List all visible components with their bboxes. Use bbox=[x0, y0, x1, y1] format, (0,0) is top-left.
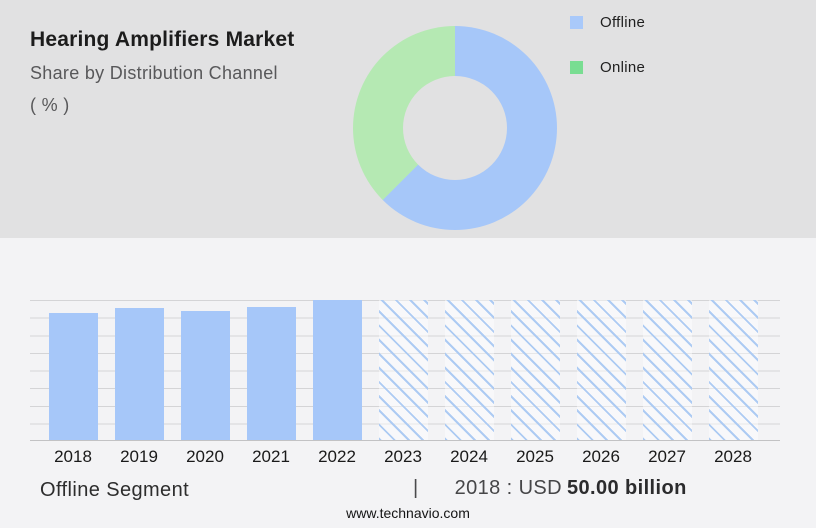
bar-2027-forecast bbox=[643, 300, 692, 440]
bar-2018 bbox=[49, 312, 98, 440]
bar-2026-forecast bbox=[577, 300, 626, 440]
offline-swatch-icon bbox=[570, 15, 583, 29]
x-label-2020: 2020 bbox=[186, 447, 224, 466]
bar-2019 bbox=[115, 308, 164, 440]
online-swatch-icon bbox=[570, 60, 583, 74]
bars-container bbox=[49, 300, 758, 440]
separator-bar: | bbox=[413, 477, 419, 499]
x-label-2018: 2018 bbox=[54, 447, 92, 466]
x-label-2024: 2024 bbox=[450, 447, 488, 466]
x-axis-labels: 2018 2019 2020 2021 2022 2023 2024 2025 2026 2027… bbox=[40, 447, 766, 467]
website-url: www.technavio.com bbox=[346, 505, 470, 521]
x-label-2026: 2026 bbox=[582, 447, 620, 466]
bar-chart-plot bbox=[30, 300, 780, 441]
unit-label: ( % ) bbox=[30, 95, 70, 115]
bar-2025-forecast bbox=[511, 300, 560, 440]
x-label-2027: 2027 bbox=[648, 447, 686, 466]
x-label-2022: 2022 bbox=[318, 447, 356, 466]
x-label-2028: 2028 bbox=[714, 447, 752, 466]
legend-item-online: Online bbox=[570, 58, 645, 76]
value-prefix: 2018 : USD bbox=[454, 477, 562, 499]
legend-label-online: Online bbox=[600, 58, 646, 76]
legend-item-offline: Offline bbox=[570, 13, 645, 31]
value-bold: 50.00 billion bbox=[567, 477, 687, 499]
header-section: Hearing Amplifiers Market Share by Distr… bbox=[0, 0, 816, 238]
page-subtitle: Share by Distribution Channel bbox=[30, 63, 278, 83]
bar-2021 bbox=[247, 306, 296, 440]
bar-2024-forecast bbox=[445, 300, 494, 440]
value-annotation: | 2018 : USD 50.00 billion bbox=[413, 477, 687, 500]
x-label-2025: 2025 bbox=[516, 447, 554, 466]
x-label-2019: 2019 bbox=[120, 447, 158, 466]
bar-2028-forecast bbox=[709, 300, 758, 440]
segment-label: Offline Segment bbox=[40, 479, 190, 501]
x-label-2023: 2023 bbox=[384, 447, 422, 466]
donut-chart bbox=[353, 26, 557, 230]
bar-2022 bbox=[313, 300, 362, 440]
x-label-2021: 2021 bbox=[252, 447, 290, 466]
legend: Offline Online bbox=[570, 13, 645, 103]
title-block: Hearing Amplifiers Market Share by Distr… bbox=[30, 28, 294, 116]
legend-label-offline: Offline bbox=[600, 13, 646, 31]
bar-2020 bbox=[181, 311, 230, 440]
bar-chart-section: 2018 2019 2020 2021 2022 2023 2024 2025 2026 2027… bbox=[0, 238, 816, 528]
donut-hole bbox=[403, 76, 507, 180]
page-title: Hearing Amplifiers Market bbox=[30, 28, 295, 51]
bar-2023-forecast bbox=[379, 300, 428, 440]
